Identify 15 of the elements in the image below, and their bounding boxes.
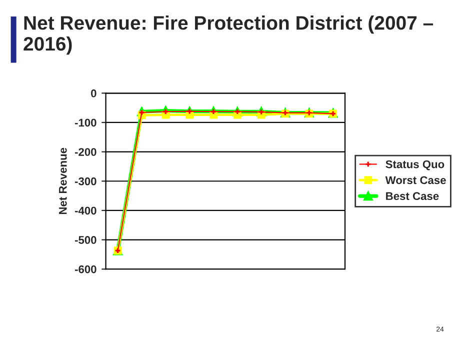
point: [210, 108, 217, 115]
y-tick-label: -100: [74, 118, 96, 127]
point: [162, 108, 169, 115]
legend-label: Best Case: [386, 192, 439, 200]
y-tick-label: -400: [74, 206, 96, 215]
chart-title: Net Revenue: Fire Protection District (2007 – 2016): [24, 16, 434, 55]
y-tick-label: -600: [74, 265, 96, 274]
y-tick-label: -300: [74, 177, 96, 186]
y-tick-label: -500: [74, 236, 96, 244]
legend-label: Worst Case: [385, 176, 446, 184]
y-tick-label: 0: [91, 89, 96, 98]
y-axis-title: Net Revenue: [59, 148, 67, 214]
legend-label: Status Quo: [386, 160, 444, 170]
y-tick-label: -200: [74, 148, 96, 156]
point: [186, 108, 193, 115]
